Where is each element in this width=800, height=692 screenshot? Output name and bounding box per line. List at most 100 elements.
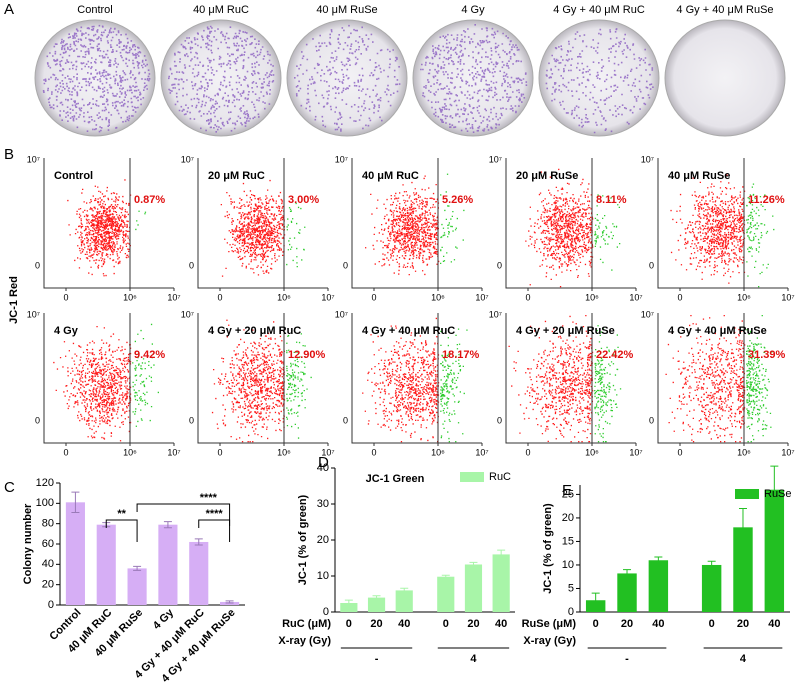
bar	[395, 590, 413, 612]
dish	[286, 19, 408, 137]
plot-title: 20 μM RuC	[208, 170, 265, 182]
x-tick-label: 10⁷	[629, 447, 642, 457]
y-tick-label: 10⁷	[335, 309, 348, 319]
events-red	[365, 175, 440, 276]
error-bar	[71, 491, 80, 513]
dish-title: 4 Gy	[461, 4, 485, 16]
plot-axes	[505, 313, 636, 444]
error-bar	[344, 599, 353, 607]
panel-label: B	[4, 146, 14, 163]
significance-label: ****	[206, 508, 224, 520]
x-tick-label: 10⁶	[737, 447, 751, 457]
y-tick-label: 30	[317, 498, 329, 510]
error-bar	[770, 465, 779, 514]
events-green	[594, 325, 622, 443]
x-tick-label: 40	[398, 618, 410, 630]
x-tick-label: 0	[593, 618, 599, 630]
x-tick-label: 10⁶	[431, 447, 445, 457]
dish	[664, 19, 786, 137]
bar	[189, 541, 209, 605]
events-red	[53, 326, 132, 442]
y-tick-label: 10⁷	[27, 309, 40, 319]
plot-axes	[43, 158, 174, 289]
significance-label: ****	[200, 492, 218, 504]
y-tick-label: 0	[649, 260, 654, 270]
error-bar	[133, 565, 142, 571]
percent-label: 18.17%	[442, 349, 480, 361]
x-tick-label: 20	[737, 618, 749, 630]
x-tick-label: 10⁷	[167, 447, 180, 457]
y-tick-label: 20	[317, 534, 329, 546]
percent-label: 31.39%	[748, 349, 786, 361]
error-bar	[738, 508, 747, 547]
x-tick-label: 0	[443, 618, 449, 630]
y-axis-label: JC-1 (% of green)	[542, 503, 554, 594]
x-tick-label: 10⁷	[321, 292, 334, 302]
x-tick-label: 0	[525, 447, 530, 457]
bar	[701, 564, 722, 612]
bar	[437, 576, 455, 612]
y-tick-label: 10⁷	[489, 309, 502, 319]
y-tick-label: 40	[317, 462, 329, 474]
plot-title: 4 Gy + 40 μM RuC	[362, 325, 455, 337]
legend-label: RuSe	[764, 488, 792, 500]
x-tick-label: 10⁷	[781, 292, 794, 302]
bar	[367, 597, 386, 612]
plot-title: 4 Gy + 40 μM RuSe	[668, 325, 767, 337]
plot-axes	[657, 313, 788, 444]
y-tick-label: 10⁷	[641, 154, 654, 164]
bar	[220, 601, 240, 605]
y-tick-label: 80	[42, 518, 54, 530]
y-tick-label: 0	[35, 260, 40, 270]
percent-label: 0.87%	[134, 194, 165, 206]
error-bar	[623, 569, 632, 578]
group-label: -	[625, 653, 629, 665]
y-tick-label: 0	[497, 415, 502, 425]
y-axis-label: JC-1 (% of green)	[297, 494, 309, 585]
plot-axes	[197, 313, 328, 444]
axes	[59, 483, 245, 606]
error-bar	[591, 592, 600, 608]
events-green	[440, 328, 468, 443]
y-tick-label: 0	[568, 606, 574, 618]
percent-label: 11.26%	[748, 194, 785, 206]
y-tick-label: 10⁷	[181, 154, 194, 164]
y-tick-label: 5	[568, 582, 574, 594]
dish	[34, 19, 156, 137]
y-tick-label: 0	[343, 260, 348, 270]
events-red	[220, 179, 286, 277]
x-tick-label: 10⁶	[277, 447, 291, 457]
x-tick-label: 10⁷	[629, 292, 642, 302]
significance-bracket	[198, 519, 231, 542]
y-tick-label: 10	[317, 570, 329, 582]
bar	[158, 524, 178, 605]
x-tick-label: 0	[709, 618, 715, 630]
x-tick-label: 10⁷	[475, 292, 488, 302]
x-tick-label: 0	[63, 447, 68, 457]
y-tick-label: 20	[562, 512, 574, 524]
x-tick-label: 0	[217, 447, 222, 457]
x-tick-label: 10⁶	[277, 292, 291, 302]
axes	[579, 485, 790, 613]
events-green	[132, 323, 159, 427]
error-bar	[654, 556, 663, 565]
bar	[127, 568, 147, 605]
x-tick-label: 0	[677, 447, 682, 457]
significance-bracket	[105, 519, 138, 542]
events-red	[670, 174, 746, 284]
legend-swatch	[460, 472, 484, 482]
panel-label: A	[4, 1, 14, 18]
y-tick-label: 10⁷	[489, 154, 502, 164]
legend-label: RuC	[489, 471, 511, 483]
plot-axes	[43, 313, 174, 444]
dish-title: 40 μM RuSe	[316, 4, 377, 16]
percent-label: 8.11%	[596, 194, 627, 206]
y-tick-label: 0	[35, 415, 40, 425]
plot-title: Control	[54, 170, 93, 182]
y-tick-label: 60	[42, 538, 54, 550]
dish-title: 4 Gy + 40 μM RuC	[553, 4, 645, 16]
group-label: 4	[470, 653, 477, 665]
row-label: RuC (μM)	[282, 618, 331, 630]
plot-title: 40 μM RuSe	[668, 170, 730, 182]
x-tick-label: 0	[371, 447, 376, 457]
